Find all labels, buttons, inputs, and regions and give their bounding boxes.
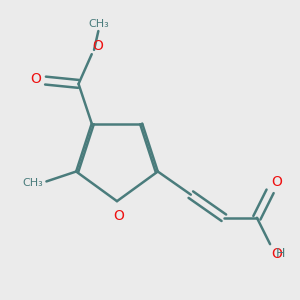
Text: CH₃: CH₃ bbox=[88, 20, 109, 29]
Text: CH₃: CH₃ bbox=[22, 178, 43, 188]
Text: O: O bbox=[272, 175, 283, 189]
Text: O: O bbox=[271, 247, 282, 261]
Text: H: H bbox=[276, 248, 285, 260]
Text: O: O bbox=[113, 209, 124, 224]
Text: O: O bbox=[93, 39, 104, 53]
Text: O: O bbox=[31, 72, 41, 86]
